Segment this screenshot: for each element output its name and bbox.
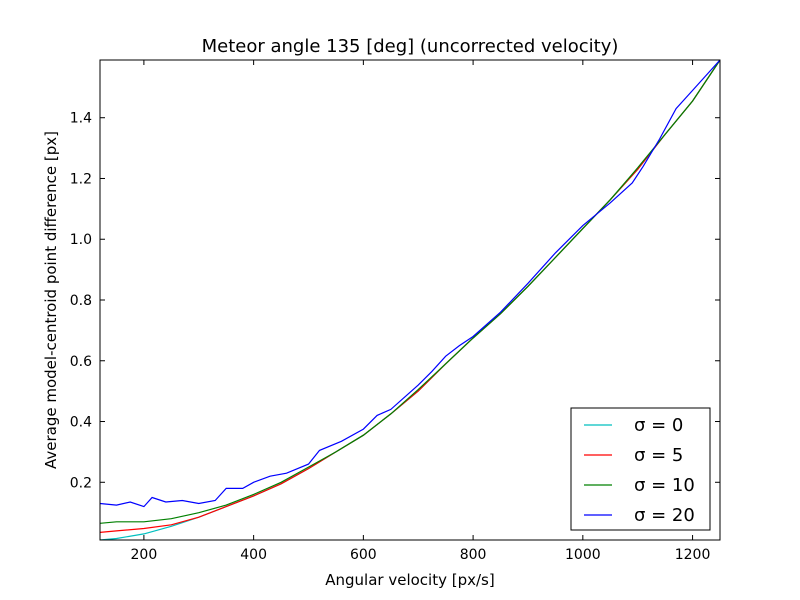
ticks-layer: 200 400 600 800 1000 1200 0.2 0.4 0.6 0.8 1.0 1.2 1.…: [70, 60, 720, 563]
y-tick-label: 0.4: [70, 415, 92, 431]
legend-label-0: σ = 0: [634, 415, 683, 436]
x-axis-label: Angular velocity [px/s]: [325, 571, 494, 589]
x-tick-label: 800: [460, 547, 487, 563]
y-tick-label: 1.2: [70, 171, 92, 187]
x-tick-label: 1000: [565, 547, 601, 563]
x-tick-label: 600: [350, 547, 377, 563]
legend-label-1: σ = 5: [634, 445, 683, 466]
x-tick-label: 400: [240, 547, 267, 563]
y-axis-label: Average model-centroid point difference …: [42, 131, 60, 469]
chart-title: Meteor angle 135 [deg] (uncorrected velo…: [202, 36, 619, 57]
x-tick-label: 1200: [675, 547, 711, 563]
y-tick-label: 1.0: [70, 232, 92, 248]
y-tick-label: 0.2: [70, 475, 92, 491]
x-tick-label: 200: [131, 547, 158, 563]
y-tick-label: 0.6: [70, 354, 92, 370]
legend-label-3: σ = 20: [634, 505, 695, 526]
legend-box: [570, 407, 711, 531]
series-line-2: [100, 60, 720, 524]
legend: σ = 0 σ = 5 σ = 10 σ = 20: [570, 407, 711, 531]
series-line-3: [100, 60, 720, 508]
legend-label-2: σ = 10: [634, 475, 695, 496]
y-tick-label: 1.4: [70, 111, 92, 127]
y-tick-label: 0.8: [70, 293, 92, 309]
series-layer: [100, 60, 720, 540]
